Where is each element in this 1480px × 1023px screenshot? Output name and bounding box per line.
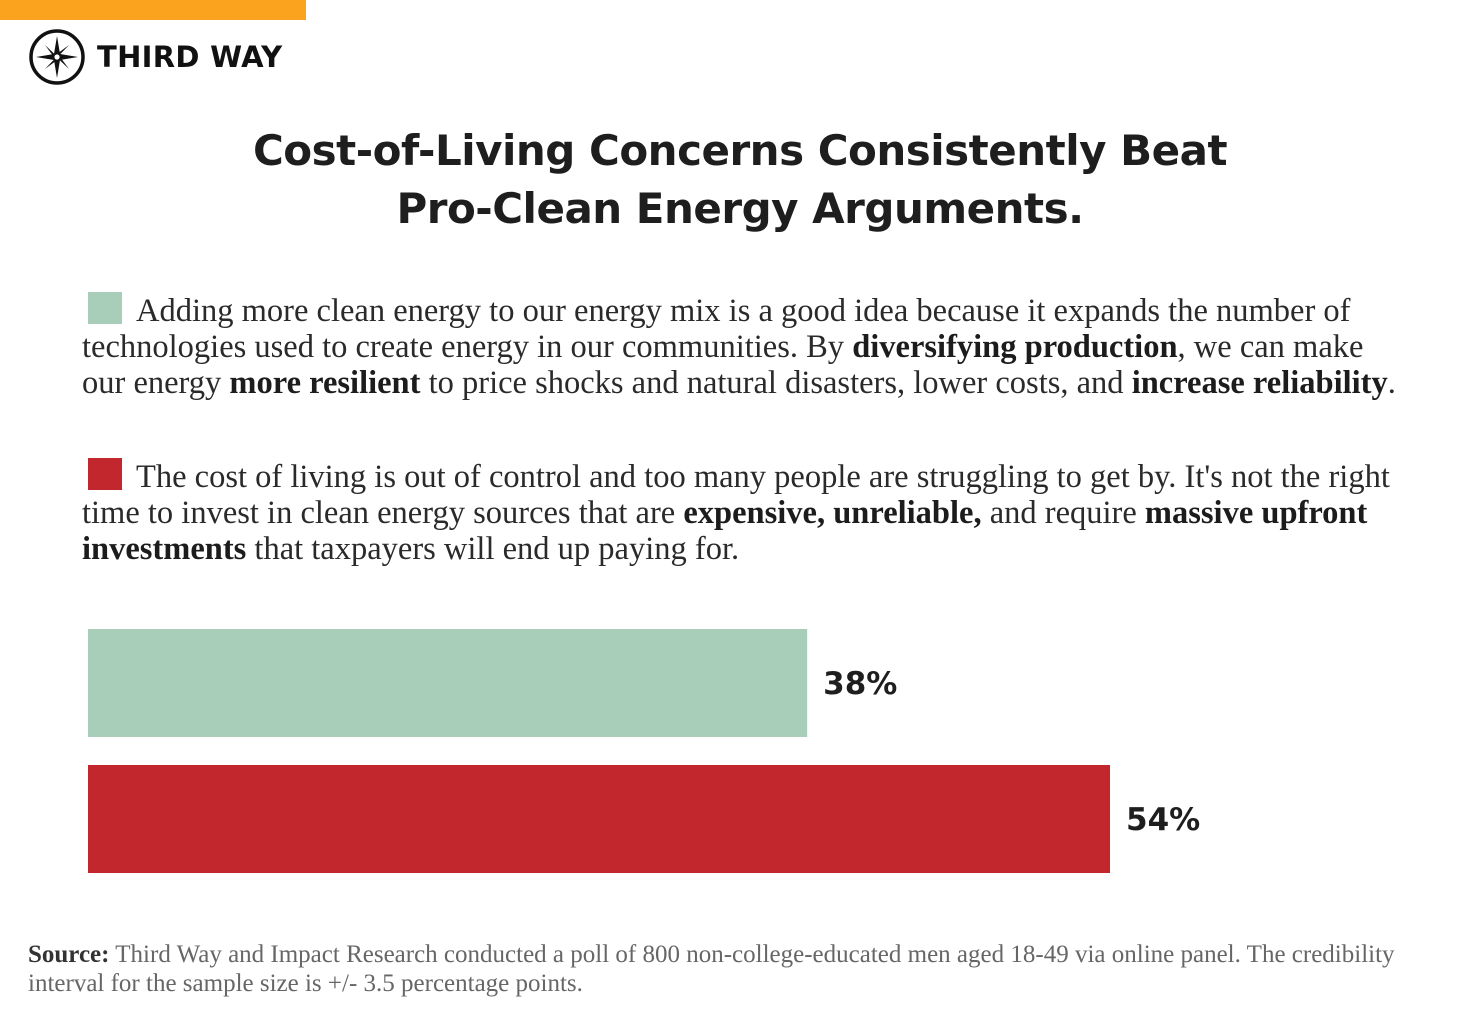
statement-text: . [1387, 365, 1396, 401]
statement-text: The cost of living is out of control and… [82, 459, 1390, 531]
chart-title: Cost-of-Living Concerns Consistently Bea… [0, 122, 1480, 238]
source-note: Source: Third Way and Impact Research co… [28, 940, 1448, 998]
legend-statement-clean-energy: Adding more clean energy to our energy m… [82, 292, 1412, 401]
accent-bar [0, 0, 306, 20]
bar-clean-energy [88, 629, 808, 737]
statement-text: Adding more clean energy to our energy m… [82, 293, 1351, 365]
statement-emphasis: more resilient [229, 365, 421, 401]
statement-emphasis: diversifying production [852, 329, 1178, 365]
compass-star-icon [29, 29, 85, 85]
title-line-1: Cost-of-Living Concerns Consistently Bea… [252, 126, 1228, 175]
statement-text: , we can make our energy [82, 329, 1364, 401]
third-way-logo: THIRD WAY [28, 28, 282, 86]
bar-value-label-cost-of-living: 54% [1126, 802, 1200, 838]
logo-text: THIRD WAY [97, 40, 283, 74]
source-text: Third Way and Impact Research conducted … [28, 941, 1395, 997]
source-label: Source: [28, 941, 110, 968]
statement-text: that taxpayers will end up paying for. [246, 531, 740, 567]
statement-text: and require [981, 495, 1145, 531]
statement-emphasis: increase reliability [1131, 365, 1388, 401]
legend-statement-cost-of-living: The cost of living is out of control and… [82, 458, 1412, 567]
legend-swatch-red [88, 458, 122, 490]
bar-chart: 38% 54% [88, 629, 1200, 873]
legend-swatch-green [88, 292, 122, 324]
bar-value-label-clean-energy: 38% [823, 666, 897, 702]
statement-text: to price shocks and natural disasters, l… [420, 365, 1132, 401]
statement-emphasis: expensive, unreliable, [683, 495, 982, 531]
bar-cost-of-living [88, 765, 1110, 873]
title-line-2: Pro-Clean Energy Arguments. [396, 184, 1084, 233]
statement-emphasis: massive upfront investments [82, 495, 1368, 567]
